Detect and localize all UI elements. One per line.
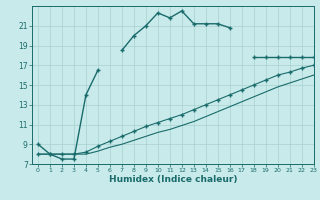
X-axis label: Humidex (Indice chaleur): Humidex (Indice chaleur) (108, 175, 237, 184)
